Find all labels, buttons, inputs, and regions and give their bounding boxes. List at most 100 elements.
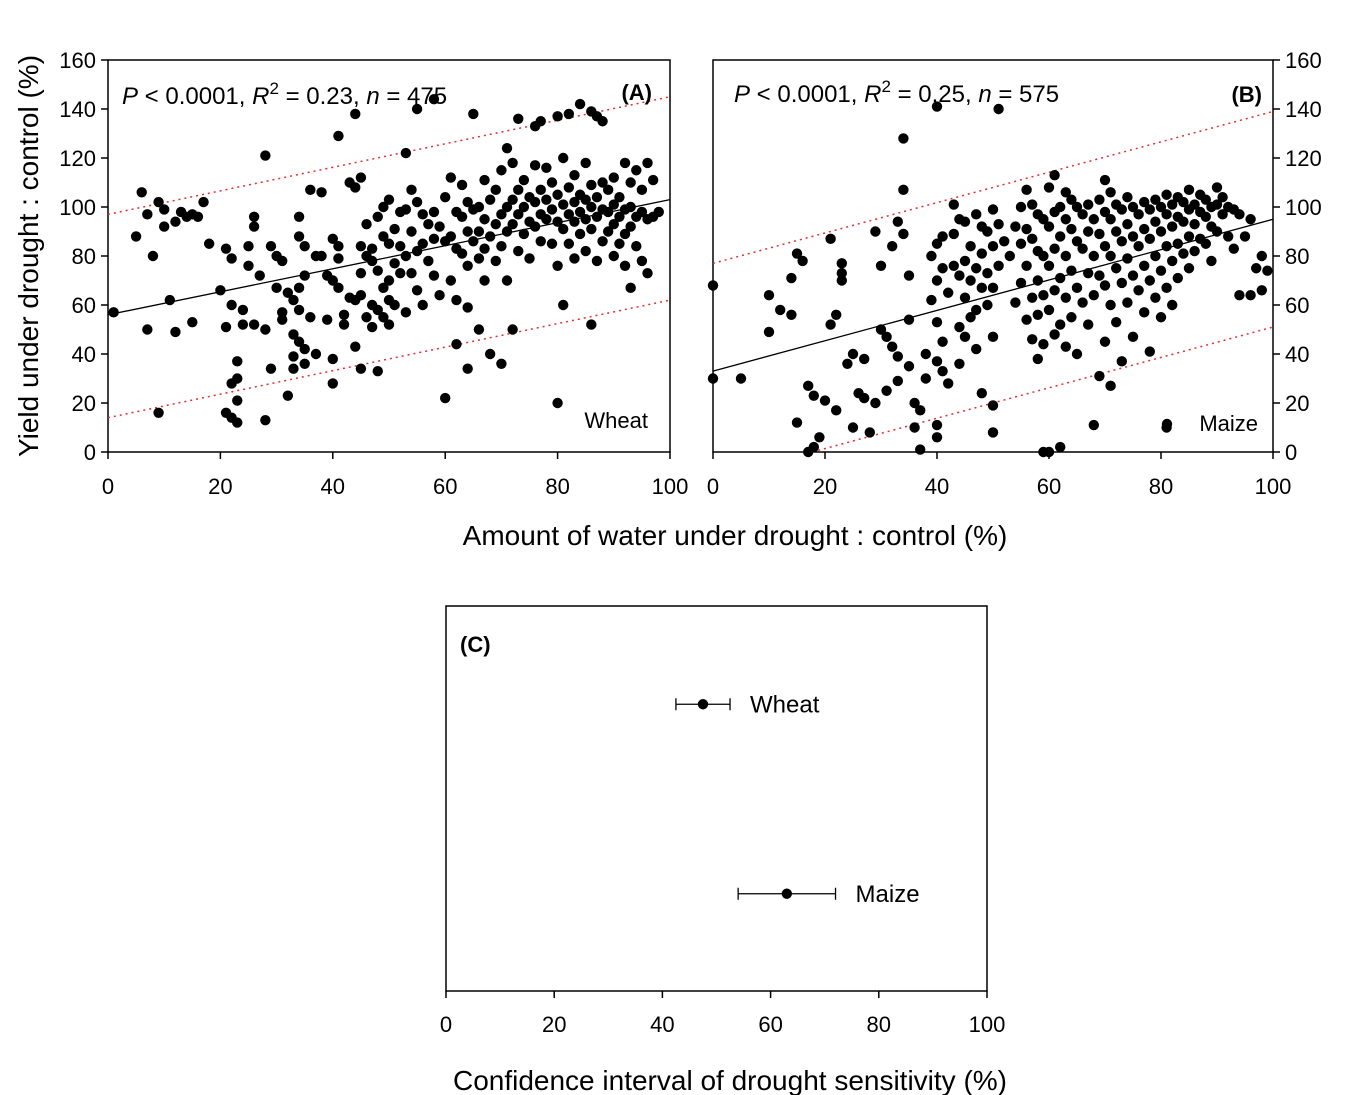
panel-b-data-point [982,226,993,237]
panel-b-data-point [898,184,909,196]
panel-a-data-point [417,209,428,220]
panel-b-data-point [1189,245,1200,257]
panel-a-data-point [428,94,440,105]
panel-a-data-point [518,174,530,186]
panel-b-data-point [1043,182,1055,193]
panel-b-data-point [1049,285,1060,296]
panel-a-data-point [597,177,608,188]
panel-a-data-point [462,260,473,271]
panel-a-data-point [366,321,378,333]
panel-a-data-point [282,390,294,401]
panel-c-error-bars: Wheat Maize [675,691,920,908]
panel-a-data-point [552,397,563,409]
panel-a-data-point [614,192,625,203]
panel-a-stat-p-value: < 0.0001, [138,83,252,110]
panel-b-data-point [1111,263,1122,274]
panel-b-data-point [1071,282,1083,294]
panel-b-data-point [971,263,982,274]
panel-b-data-point [1155,265,1167,276]
panel-b-data-point [763,326,775,338]
panel-b-data-point [836,258,847,269]
panel-c-wheat-mean-point [697,699,709,710]
panel-b-data-point [1027,334,1038,345]
panel-b-data-point [1027,233,1038,245]
panel-b-y-tick-label: 80 [1285,244,1309,269]
panel-b-data-point [976,248,987,259]
panel-b-data-point [959,292,971,303]
panel-b-data-point [1200,194,1212,205]
panel-b-data-point [1239,231,1251,242]
panel-b-data-point [915,405,926,416]
panel-a-data-point [232,395,243,406]
panel-b-crop-label: Maize [1199,411,1258,436]
panel-b-data-point [1105,187,1116,198]
panel-a-data-point [142,324,153,335]
panel-a-data-point [552,111,563,122]
panel-a-data-point [254,270,265,281]
panel-b-data-point [987,427,999,438]
panel-a-data-point [428,233,440,245]
panel-a-data-point [569,253,580,264]
panel-b-data-point [1122,192,1133,203]
panel-b-data-point [1122,297,1133,308]
panel-b-data-point [1015,277,1027,289]
panel-b-band-upper [712,110,1274,265]
panel-c-x-axis-label: Confidence interval of drought sensitivi… [453,1065,1007,1095]
panel-a-data-point [574,228,586,240]
panel-b-data-point [814,432,825,443]
panel-a-data-point [383,194,395,205]
panel-b-data-point [1038,250,1049,262]
panel-b-data-point [847,348,859,360]
panel-a-data-point [159,204,170,215]
panel-a-data-point [288,363,299,374]
panel-b-data-point [959,331,971,343]
panel-a-y-tick-label: 140 [59,97,96,122]
panel-b-stat-n: n [978,81,991,108]
panel-a-data-point [293,304,305,316]
panel-b-data-point [1150,216,1161,227]
panel-b-data-point [1032,275,1044,286]
panel-b-data-point [1094,228,1105,240]
panel-a-axes: 0 20 40 60 80 100 0 20 40 60 80 100 120 140 160 [59,48,688,499]
panel-a-data-point [445,275,457,286]
panel-a-data-point [366,255,378,267]
panel-a-data-point [558,152,569,164]
panel-b-y-tick-label: 160 [1285,48,1322,73]
panel-b-data-point [892,351,903,362]
panel-b-data-point [937,263,948,274]
panel-a-data-point [293,336,305,347]
panel-b-data-point [892,375,903,387]
panel-b-data-point [1099,241,1111,252]
panel-b-data-point [1032,353,1044,365]
panel-a-data-point [350,182,361,193]
panel-b-data-point [931,419,943,431]
panel-b-stat-r: R [864,81,881,108]
panel-b-data-point [1144,346,1156,357]
panel-b-data-point [1111,226,1122,237]
panel-a-data-point [355,267,367,279]
panel-b-data-point [808,390,819,401]
panel-a-data-point [591,211,603,222]
panel-a-data-point [473,226,485,237]
panel-a-data-point [529,221,541,232]
panel-a-data-point [378,201,389,213]
panel-b-y-tick-label: 0 [1285,440,1297,465]
panel-a-y-tick-label: 80 [72,244,96,269]
panel-b-data-point [931,101,943,112]
panel-b-data-point [1122,218,1133,230]
panel-a-data-point [653,206,664,218]
panel-c-x-tick-label: 40 [650,1012,674,1037]
panel-a-label: (A) [621,80,652,105]
panel-b-data-point [786,309,797,320]
panel-a-x-tick-label: 80 [545,474,569,499]
panel-a-x-tick-label: 60 [433,474,457,499]
panel-b-label: (B) [1231,82,1262,107]
panel-b-data-point [982,299,993,311]
panel-a-data-point [501,143,513,154]
panel-b-data-point [808,441,819,453]
panel-b-data-point [937,365,948,377]
panel-a-stat-r: R [252,83,269,110]
panel-a-data-point [608,218,619,230]
panel-a-data-point [153,196,164,208]
panel-a-data-point [496,165,507,176]
